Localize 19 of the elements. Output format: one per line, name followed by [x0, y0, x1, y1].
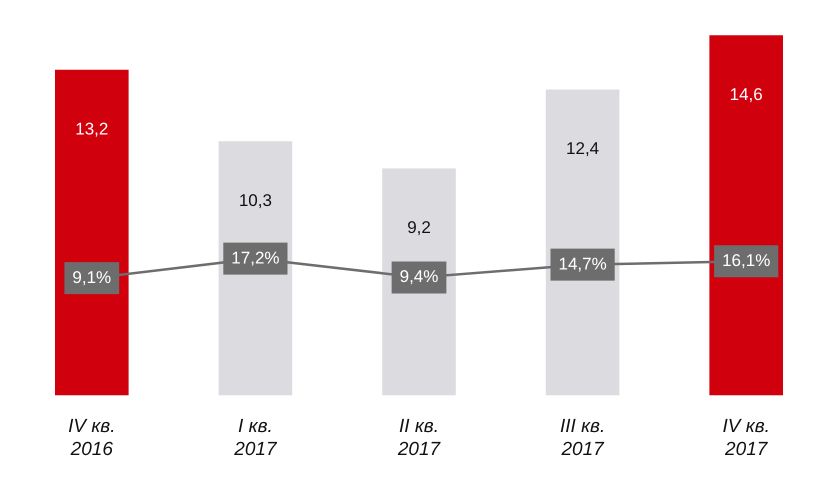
bar: [546, 89, 620, 396]
x-tick-label: IV кв. 2017: [722, 416, 770, 460]
data-label: 9,4%: [400, 267, 438, 286]
data-label: 14,6: [730, 84, 763, 104]
data-label: 12,4: [566, 139, 600, 158]
x-tick-label: II кв. 2017: [396, 416, 442, 460]
bar: [54, 70, 129, 396]
x-tick-label: IV кв. 2016: [68, 416, 116, 460]
data-label: 9,2: [407, 218, 431, 238]
bar: [218, 141, 292, 396]
bar: [709, 35, 784, 396]
data-label: 16,1%: [722, 250, 770, 270]
data-label: 13,2: [75, 119, 108, 138]
data-label: 17,2%: [231, 248, 280, 268]
x-tick-label: I кв. 2017: [233, 416, 278, 460]
data-label: 9,1%: [72, 268, 112, 287]
data-label: 10,3: [238, 190, 272, 210]
x-tick-label: III кв. 2017: [560, 416, 606, 460]
data-label: 14,7%: [558, 254, 607, 274]
